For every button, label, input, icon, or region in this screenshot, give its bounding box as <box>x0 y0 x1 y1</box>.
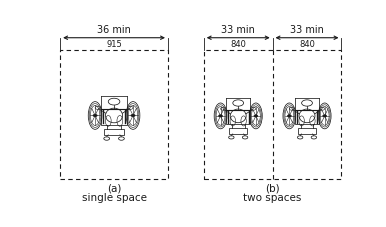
Bar <box>60 50 168 179</box>
Circle shape <box>218 115 222 117</box>
Bar <box>101 109 127 125</box>
Bar <box>226 110 251 124</box>
Circle shape <box>93 114 97 117</box>
Text: 33 min: 33 min <box>290 25 324 35</box>
Text: single space: single space <box>81 193 147 203</box>
Text: 840: 840 <box>299 40 315 49</box>
Text: 840: 840 <box>230 40 246 49</box>
Text: 36 min: 36 min <box>97 25 131 35</box>
Text: (b): (b) <box>265 184 280 194</box>
Bar <box>298 128 316 134</box>
Bar <box>295 110 319 124</box>
Circle shape <box>288 115 291 117</box>
Circle shape <box>254 115 258 117</box>
Text: two spaces: two spaces <box>244 193 302 203</box>
Bar <box>229 128 247 134</box>
Bar <box>204 50 342 179</box>
Text: 915: 915 <box>106 40 122 49</box>
Circle shape <box>131 114 135 117</box>
Text: (a): (a) <box>107 184 121 194</box>
Circle shape <box>323 115 327 117</box>
Text: 33 min: 33 min <box>221 25 255 35</box>
Bar <box>104 128 124 135</box>
